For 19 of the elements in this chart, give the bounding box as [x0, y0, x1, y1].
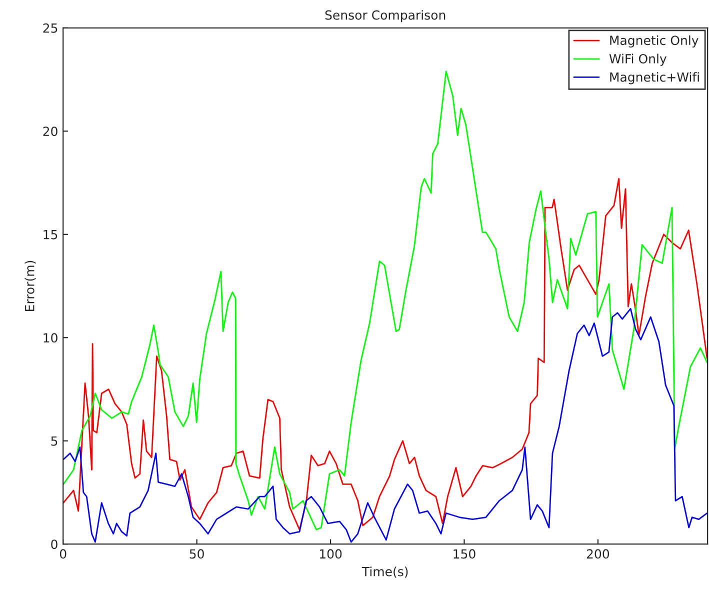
y-axis-title: Error(m) — [24, 260, 36, 311]
chart-title: Sensor Comparison — [325, 10, 446, 22]
x-tick-label: 200 — [586, 549, 610, 559]
line-series — [63, 178, 708, 530]
x-tick-label: 150 — [454, 549, 476, 559]
y-tick-label: 25 — [43, 23, 58, 33]
line-series — [63, 70, 708, 530]
y-tick-label: 0 — [51, 540, 58, 550]
y-tick-label: 20 — [43, 126, 58, 136]
y-tick-label: 10 — [44, 333, 58, 343]
x-tick-label: 0 — [60, 549, 66, 559]
y-tick-label: 15 — [44, 230, 58, 240]
y-tick-label: 5 — [51, 436, 58, 446]
legend-label: Magnetic Only — [610, 35, 698, 48]
x-axis-title: Time(s) — [362, 566, 408, 578]
x-tick-label: 50 — [190, 549, 204, 559]
x-tick-label: 100 — [320, 549, 342, 559]
legend-label: WiFi Only — [609, 54, 666, 66]
legend-label: Magnetic+Wifi — [610, 72, 699, 84]
